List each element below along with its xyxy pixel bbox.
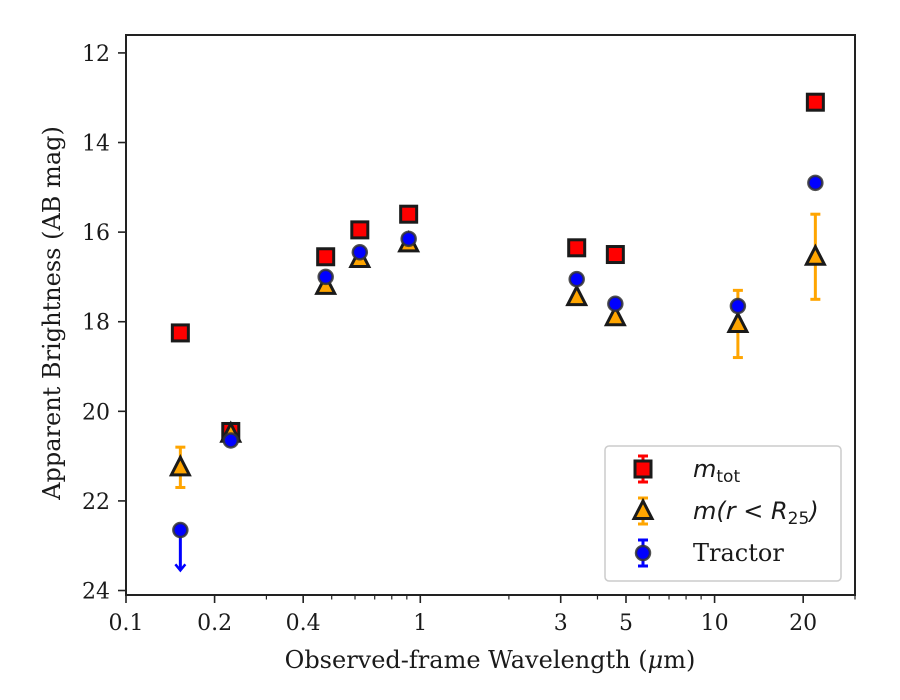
plot-frame [125,34,856,596]
legend-marker-mtot [633,459,653,479]
tractor-point-5 [568,270,585,288]
y-tick-label-3: 18 [82,311,110,336]
tractor-point-0 [172,521,189,539]
series-mtot [170,92,825,441]
mtot-point-6 [605,245,625,265]
legend: mtot m(r < R25) Tractor [604,445,842,582]
mtot-point-0 [170,323,190,343]
tractor-point-4 [400,230,417,248]
legend-label-mr25: m(r < R25) [693,497,819,529]
y-tick-label-1: 14 [82,132,110,157]
plot-area [168,92,827,573]
legend-label-mtot: mtot [693,455,740,487]
y-axis-label: Apparent Brightness (AB mag) [38,126,66,501]
mr25-point-5 [565,283,589,307]
x-axis-label: Observed-frame Wavelength (μm) [285,646,696,674]
legend-marker-tractor [634,544,652,562]
x-tick-label-6: 10 [701,611,729,636]
mtot-point-5 [567,238,587,258]
axes: 0.1 0.2 0.4 1 3 5 10 20 12 14 16 18 20 22 24 [82,34,856,636]
y-tick-label-5: 22 [82,490,110,515]
x-tick-label-4: 3 [554,611,568,636]
tractor-point-7 [729,297,747,315]
mtot-point-2 [316,247,336,267]
mtot-point-4 [399,204,419,224]
x-tick-label-2: 0.4 [286,611,321,636]
legend-marker-mr25 [631,497,655,520]
y-tick-label-0: 12 [82,42,110,67]
x-tick-label-1: 0.2 [197,611,232,636]
mr25-point-6 [603,303,627,327]
series-tractor [172,174,824,573]
tractor-point-8 [807,174,824,192]
y-tick-label-4: 20 [82,400,110,425]
mr25-point-0 [168,454,192,477]
tractor-upper-limit-arrow-0 [174,563,187,573]
mtot-point-3 [350,220,370,240]
mr25-point-7 [726,310,750,333]
x-tick-label-7: 20 [789,611,817,636]
tractor-point-6 [607,295,624,313]
tractor-point-1 [222,432,240,449]
legend-label-tractor: Tractor [693,539,784,567]
x-tick-label-5: 5 [619,611,633,636]
mtot-point-7 [805,92,825,112]
x-tick-label-0: 0.1 [109,611,144,636]
mr25-point-8 [803,243,827,266]
y-tick-label-2: 16 [82,221,110,246]
x-tick-label-3: 1 [413,611,427,636]
tractor-point-2 [317,268,334,286]
y-tick-label-6: 24 [82,580,110,605]
legend-box [604,445,842,582]
tractor-point-3 [351,244,369,261]
